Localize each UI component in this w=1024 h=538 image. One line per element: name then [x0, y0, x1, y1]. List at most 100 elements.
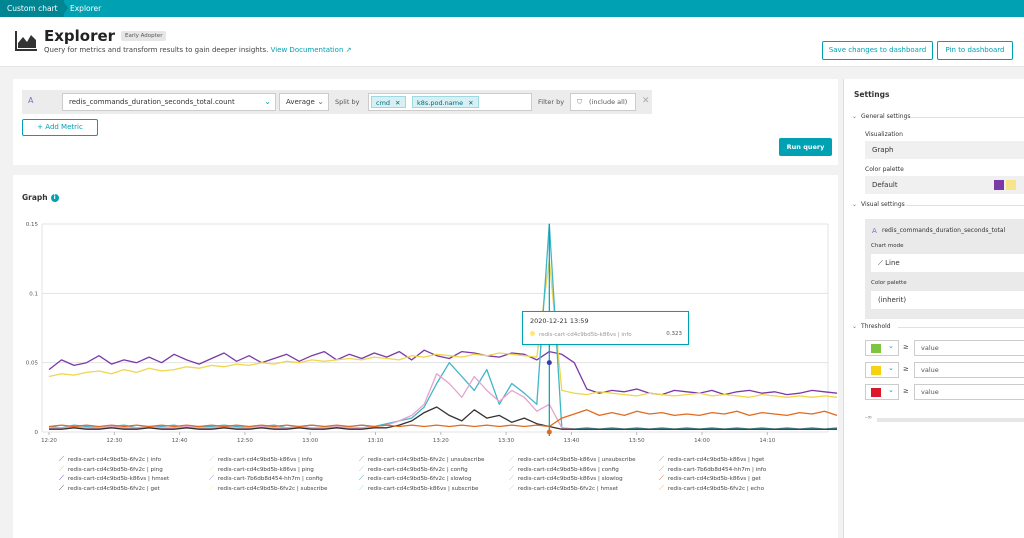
legend-item[interactable]: ⟋ redis-cart-cd4c9bd5b-k86vs | info [209, 455, 312, 464]
remove-chip-icon[interactable]: ✕ [468, 99, 474, 107]
series-line-icon: ⟋ [509, 464, 514, 473]
legend-item[interactable]: ⟋ redis-cart-cd4c9bd5b-6fv2c | ping [59, 465, 163, 474]
page-title: Explorer [44, 27, 116, 45]
legend-item[interactable]: ⟋ redis-cart-cd4c9bd5b-6fv2c | info [59, 455, 161, 464]
legend-item[interactable]: ⟋ redis-cart-cd4c9bd5b-6fv2c | hmset [509, 484, 618, 493]
legend-item[interactable]: ⟋ redis-cart-cd4c9bd5b-6fv2c | get [59, 484, 160, 493]
chart-series [48, 223, 838, 430]
series-line[interactable] [48, 409, 838, 428]
color-palette-select[interactable]: Default [865, 176, 1024, 194]
x-tick-label: 12:20 [41, 438, 57, 444]
threshold-color-picker[interactable]: ⌄ [865, 362, 899, 378]
legend-item[interactable]: ⟋ redis-cart-cd4c9bd5b-k86vs | hget [659, 455, 764, 464]
legend-label: redis-cart-cd4c9bd5b-k86vs | config [517, 466, 619, 473]
general-settings-toggle[interactable]: ⌄ General settings [852, 113, 911, 120]
legend-item[interactable]: ⟋ redis-cart-cd4c9bd5b-k86vs | ping [209, 465, 314, 474]
early-adopter-badge: Early Adopter [121, 31, 167, 41]
legend-item[interactable]: ⟋ redis-cart-7b6db8d454-hh7m | info [659, 465, 766, 474]
series-palette-label: Color palette [871, 280, 907, 286]
chart-mode-select[interactable]: ⟋ Line [871, 254, 1024, 272]
save-to-dashboard-button[interactable]: Save changes to dashboard [822, 41, 933, 60]
section-rule [898, 327, 1024, 328]
breadcrumb-explorer[interactable]: Explorer [70, 4, 102, 13]
legend-label: redis-cart-7b6db8d454-hh7m | config [217, 476, 323, 482]
legend-label: redis-cart-cd4c9bd5b-6fv2c | echo [667, 485, 765, 492]
legend-item[interactable]: ⟋ redis-cart-cd4c9bd5b-k86vs | hmset [59, 474, 169, 483]
filter-by-label: Filter by [538, 98, 565, 106]
series-line[interactable] [49, 406, 837, 430]
x-tick-label: 13:30 [498, 438, 514, 444]
threshold-color-swatch [871, 344, 881, 353]
series-line[interactable] [48, 223, 838, 430]
legend-item[interactable]: ⟋ redis-cart-cd4c9bd5b-6fv2c | config [359, 465, 468, 474]
split-chip-cmd[interactable]: cmd ✕ [371, 96, 406, 108]
split-by-input[interactable]: cmd ✕ k8s.pod.name ✕ [368, 93, 532, 111]
legend-item[interactable]: ⟋ redis-cart-cd4c9bd5b-k86vs | config [509, 465, 619, 474]
chip-label: k8s.pod.name [417, 99, 464, 107]
legend-item[interactable]: ⟋ redis-cart-cd4c9bd5b-k86vs | get [659, 474, 761, 483]
legend-item[interactable]: ⟋ redis-cart-7b6db8d454-hh7m | config [209, 474, 323, 483]
remove-chip-icon[interactable]: ✕ [395, 99, 401, 107]
settings-title: Settings [854, 90, 890, 99]
series-palette-select[interactable]: (inherit) [871, 291, 1024, 309]
x-tick-label: 13:40 [563, 438, 579, 444]
run-query-button[interactable]: Run query [779, 138, 832, 156]
visual-settings-toggle[interactable]: ⌄ Visual settings [852, 201, 905, 208]
series-line-icon: ⟋ [659, 474, 664, 482]
filter-input[interactable]: ⛉ (include all) [570, 93, 636, 111]
threshold-value-input[interactable]: value [914, 362, 1024, 378]
pin-to-dashboard-button[interactable]: Pin to dashboard [937, 41, 1013, 60]
metric-selector[interactable]: redis_commands_duration_seconds_total.co… [62, 93, 276, 111]
legend-item[interactable]: ⟋ redis-cart-cd4c9bd5b-k86vs | slowlog [509, 474, 623, 483]
legend-item[interactable]: ⟋ redis-cart-cd4c9bd5b-6fv2c | subscribe [209, 484, 327, 493]
view-documentation-link[interactable]: View Documentation [270, 46, 344, 54]
legend-label: redis-cart-cd4c9bd5b-k86vs | ping [217, 466, 314, 473]
legend-label: redis-cart-cd4c9bd5b-k86vs | unsubscribe [517, 457, 636, 463]
chart-tooltip: 2020-12-21 13:59 redis-cart-cd4c9bd5b-k8… [522, 311, 689, 345]
info-icon[interactable]: i [50, 194, 59, 202]
threshold-value-input[interactable]: value [914, 384, 1024, 400]
legend-label: redis-cart-cd4c9bd5b-6fv2c | ping [67, 466, 163, 473]
threshold-toggle[interactable]: ⌄ Threshold [852, 323, 891, 330]
threshold-operator: ≥ [903, 387, 909, 395]
page-header: Explorer Early Adopter Query for metrics… [0, 17, 1024, 67]
chevron-down-icon: ⌄ [317, 97, 324, 106]
series-line-icon: ⟋ [509, 455, 514, 463]
threshold-color-picker[interactable]: ⌄ [865, 384, 899, 400]
legend-label: redis-cart-cd4c9bd5b-6fv2c | unsubscribe [367, 457, 485, 463]
line-chart[interactable]: 0.15 0.1 0.05 0 12:20 12:30 12:40 12:50 13:00 13… [13, 215, 838, 450]
legend-label: redis-cart-cd4c9bd5b-6fv2c | subscribe [217, 485, 328, 492]
top-nav-bar: Custom chart Explorer [0, 0, 1024, 17]
filter-icon: ⛉ [577, 98, 583, 106]
threshold-color-picker[interactable]: ⌄ [865, 340, 899, 356]
visualization-select[interactable]: Graph [865, 141, 1024, 159]
chevron-down-icon: ⌄ [852, 113, 858, 120]
aggregation-selector[interactable]: Average ⌄ [279, 93, 329, 111]
series-line-icon: ⟋ [659, 464, 664, 473]
legend-item[interactable]: ⟋ redis-cart-cd4c9bd5b-6fv2c | unsubscrib… [359, 455, 484, 464]
breadcrumb-custom-chart[interactable]: Custom chart [0, 0, 64, 17]
add-metric-button[interactable]: + Add Metric [22, 119, 98, 136]
query-letter: A [28, 96, 34, 105]
external-link-icon: ↗ [345, 46, 352, 54]
page-subtitle: Query for metrics and transform results … [44, 46, 352, 54]
x-tick-label: 13:20 [433, 438, 449, 444]
series-visual-settings: A redis_commands_duration_seconds_total … [865, 219, 1024, 319]
remove-query-icon[interactable]: ✕ [642, 96, 650, 106]
legend-item[interactable]: ⟋ redis-cart-cd4c9bd5b-k86vs | unsubscrib… [509, 455, 636, 464]
legend-item[interactable]: ⟋ redis-cart-cd4c9bd5b-k86vs | subscribe [359, 484, 479, 493]
settings-panel: Settings ⌄ General settings Visualization… [843, 79, 1024, 538]
threshold-color-swatch [871, 366, 881, 375]
series-line[interactable] [49, 373, 837, 430]
filter-placeholder: (include all) [589, 98, 628, 106]
split-chip-k8s-pod-name[interactable]: k8s.pod.name ✕ [412, 96, 479, 108]
threshold-value-input[interactable]: value [914, 340, 1024, 356]
tooltip-row: redis-cart-cd4c9bd5b-k86vs | info 0.323 [530, 331, 682, 338]
series-line[interactable] [48, 349, 838, 396]
series-line-icon: ⟋ [359, 474, 364, 482]
legend-item[interactable]: ⟋ redis-cart-cd4c9bd5b-6fv2c | echo [659, 484, 764, 493]
breadcrumb-separator [62, 0, 68, 16]
legend-item[interactable]: ⟋ redis-cart-cd4c9bd5b-6fv2c | slowlog [359, 474, 472, 483]
series-line[interactable] [48, 259, 838, 398]
legend-label: redis-cart-cd4c9bd5b-6fv2c | get [67, 485, 160, 492]
